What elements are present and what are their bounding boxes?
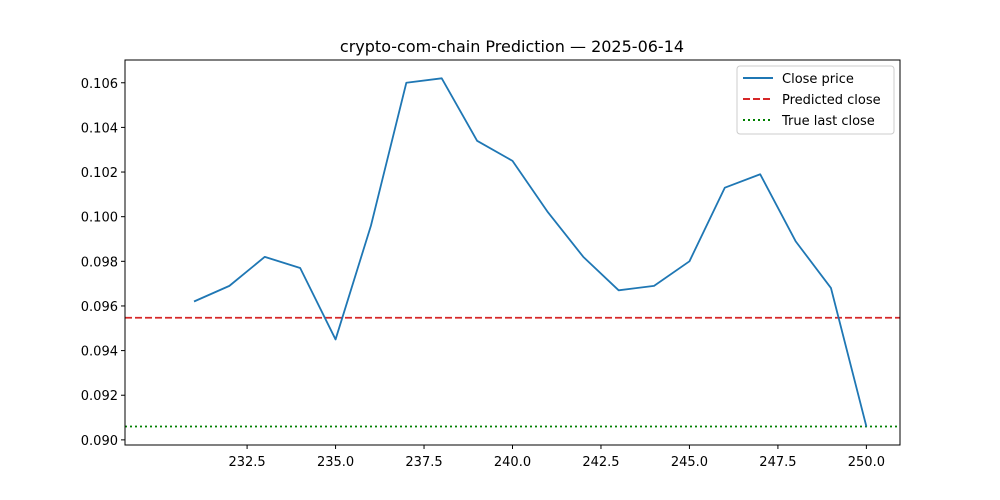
y-tick-label: 0.092 (81, 389, 118, 404)
x-tick-label: 242.5 (582, 455, 619, 470)
x-tick-label: 237.5 (405, 455, 442, 470)
y-tick-label: 0.098 (81, 255, 118, 270)
chart-title: crypto-com-chain Prediction — 2025-06-14 (340, 37, 684, 56)
legend-close-price-label: Close price (782, 72, 854, 87)
x-tick-label: 245.0 (671, 455, 708, 470)
y-tick-label: 0.094 (81, 345, 118, 360)
y-tick-label: 0.100 (81, 211, 118, 226)
close-price-line (193, 77, 868, 427)
legend-box (736, 65, 895, 135)
y-tick-label: 0.106 (81, 77, 118, 92)
y-tick-label: 0.090 (81, 434, 118, 449)
y-tick-label: 0.102 (81, 166, 118, 181)
x-tick-label: 240.0 (494, 455, 531, 470)
x-axis: 232.5 235.0 237.5 240.0 242.5 245.0 247.5 250.0 (228, 445, 885, 470)
x-tick-label: 250.0 (848, 455, 885, 470)
y-tick-label: 0.104 (81, 121, 118, 136)
legend-true-last-close-label: True last close (781, 114, 875, 129)
x-tick-label: 247.5 (759, 455, 796, 470)
y-axis: 0.090 0.092 0.094 0.096 0.098 0.100 0.102 0.104… (81, 77, 125, 449)
x-tick-label: 235.0 (317, 455, 354, 470)
x-tick-label: 232.5 (228, 455, 265, 470)
plot-area (125, 77, 900, 428)
legend-predicted-close-label: Predicted close (782, 93, 881, 108)
y-tick-label: 0.096 (81, 300, 118, 315)
legend: Close price Predicted close True last cl… (736, 65, 895, 135)
